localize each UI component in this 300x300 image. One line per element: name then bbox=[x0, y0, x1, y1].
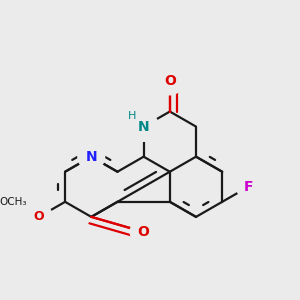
Circle shape bbox=[129, 112, 158, 141]
Circle shape bbox=[0, 183, 32, 220]
Circle shape bbox=[130, 219, 157, 245]
Circle shape bbox=[78, 143, 105, 170]
Circle shape bbox=[236, 175, 260, 199]
Circle shape bbox=[26, 203, 52, 230]
Circle shape bbox=[157, 68, 183, 95]
Text: F: F bbox=[244, 180, 253, 194]
Text: H: H bbox=[128, 111, 136, 121]
Text: O: O bbox=[34, 210, 44, 224]
Text: O: O bbox=[138, 225, 150, 239]
Text: O: O bbox=[164, 74, 176, 88]
Text: N: N bbox=[138, 120, 149, 134]
Text: OCH₃: OCH₃ bbox=[0, 197, 26, 207]
Text: N: N bbox=[85, 150, 97, 164]
